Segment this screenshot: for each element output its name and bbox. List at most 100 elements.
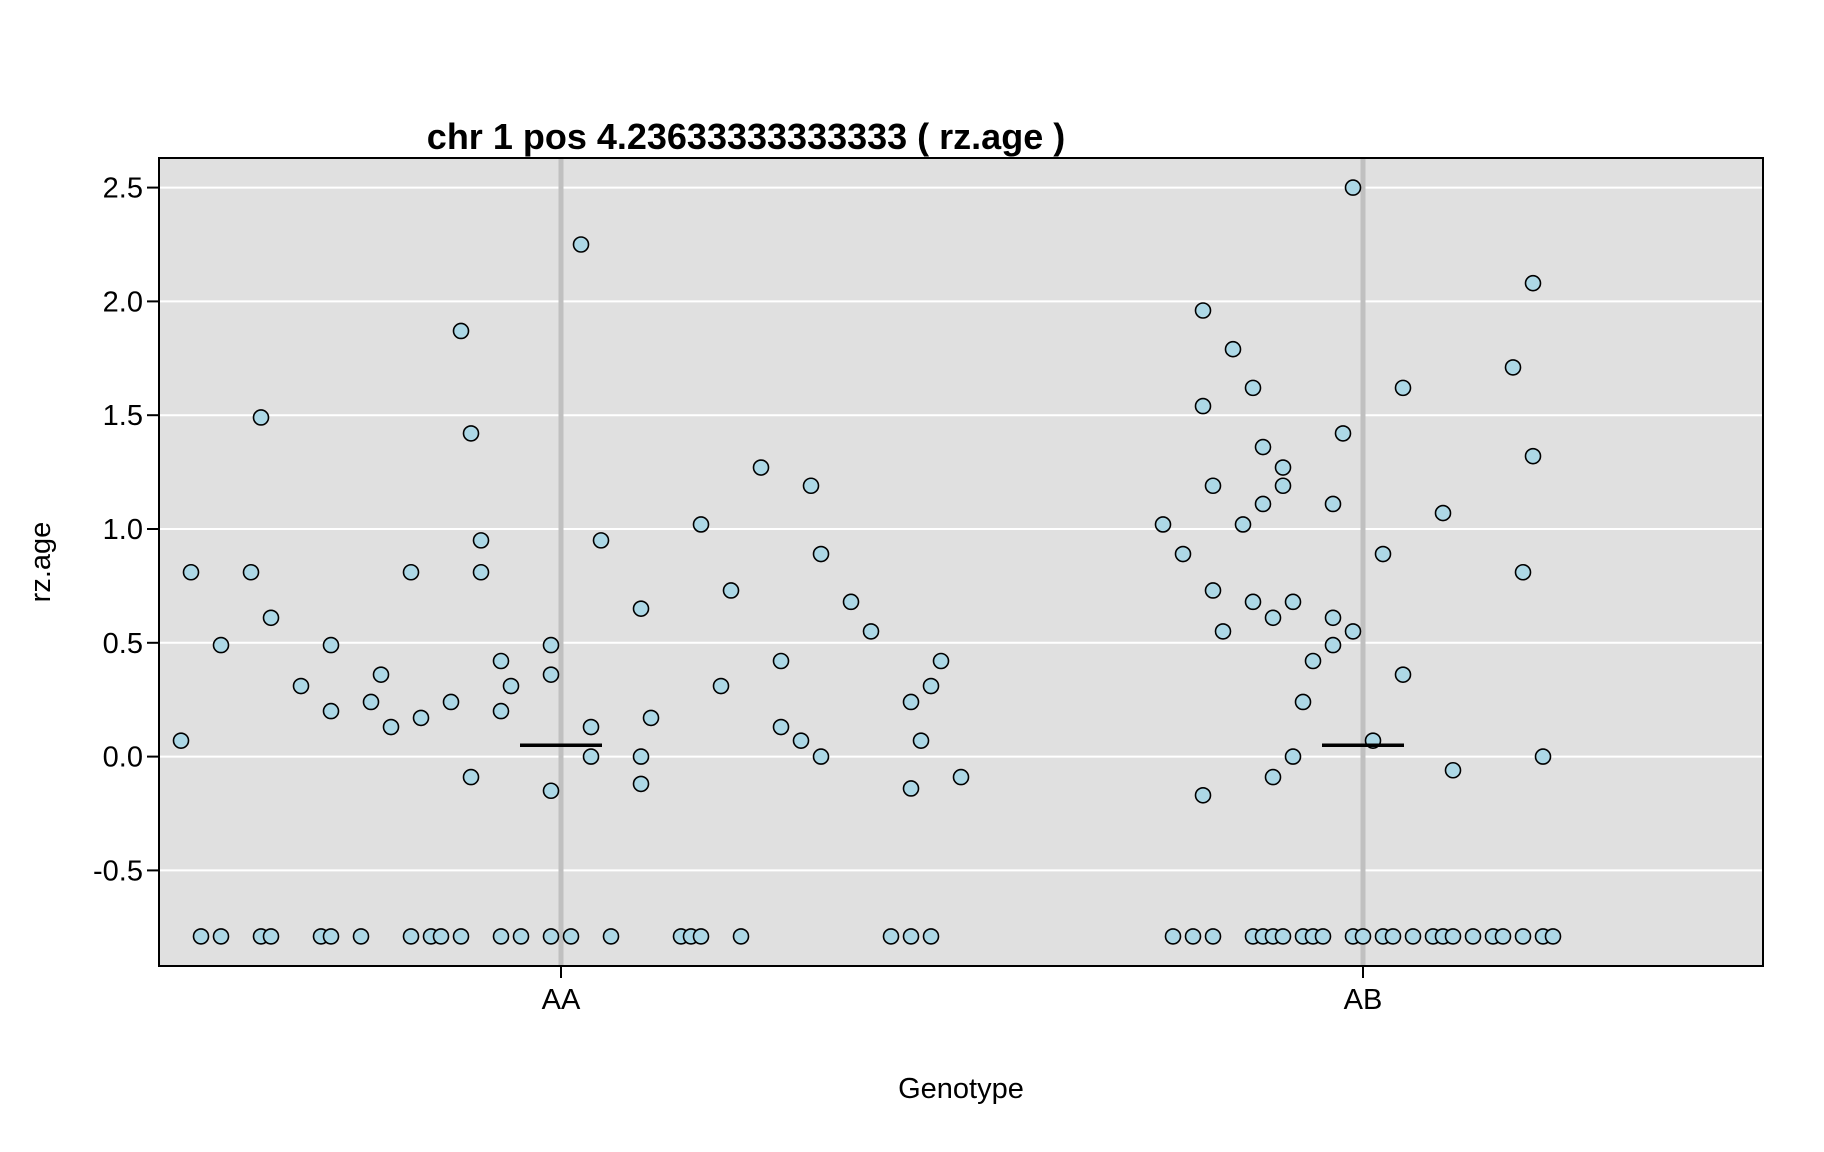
data-point-ab <box>1274 459 1292 476</box>
data-point-aa <box>932 652 950 670</box>
data-point-ab <box>1254 438 1272 456</box>
x-axis-label: Genotype <box>898 1073 1024 1105</box>
y-tick-label: 2.0 <box>103 286 143 318</box>
data-point-aa <box>402 928 420 945</box>
data-point-aa <box>432 928 450 945</box>
data-point-aa <box>322 928 340 945</box>
data-point-ab <box>1174 545 1192 563</box>
data-point-ab <box>1524 274 1542 292</box>
data-point-aa <box>212 928 230 945</box>
x-tick-label-aa: AA <box>542 984 581 1016</box>
data-point-aa <box>452 928 470 945</box>
gridlines <box>159 186 1763 872</box>
data-point-ab <box>1384 928 1402 945</box>
data-point-aa <box>882 928 900 945</box>
data-point-ab <box>1214 623 1232 640</box>
data-point-ab <box>1464 928 1482 945</box>
data-point-aa <box>502 677 520 695</box>
data-point-aa <box>922 677 940 695</box>
data-point-aa <box>802 477 820 495</box>
data-point-aa <box>322 702 340 720</box>
data-point-ab <box>1494 928 1512 945</box>
data-point-ab <box>1504 359 1522 376</box>
data-point-ab <box>1524 447 1542 465</box>
data-point-aa <box>462 425 480 442</box>
data-point-aa <box>592 532 610 549</box>
data-point-aa <box>252 409 270 426</box>
data-point-ab <box>1514 563 1532 581</box>
data-point-aa <box>772 718 790 736</box>
data-point-ab <box>1234 516 1252 533</box>
data-point-aa <box>212 636 230 654</box>
plot-border <box>158 157 1764 967</box>
data-point-aa <box>262 609 280 627</box>
data-point-aa <box>462 768 480 786</box>
chart-title: chr 1 pos 4.23633333333333 ( rz.age ) <box>427 116 1065 157</box>
data-point-ab <box>1204 582 1222 599</box>
data-point-aa <box>902 693 920 711</box>
data-point-ab <box>1184 928 1202 945</box>
data-point-aa <box>732 928 750 945</box>
data-point-ab <box>1284 748 1302 765</box>
data-point-aa <box>352 928 370 945</box>
data-point-aa <box>172 732 190 749</box>
data-point-ab <box>1324 636 1342 654</box>
data-point-aa <box>562 928 580 945</box>
data-point-aa <box>772 652 790 670</box>
x-tick-label-ab: AB <box>1344 984 1383 1016</box>
data-point-aa <box>542 928 560 945</box>
data-point-aa <box>902 780 920 797</box>
data-point-aa <box>292 677 310 695</box>
data-point-ab <box>1194 397 1212 415</box>
data-point-aa <box>952 768 970 786</box>
data-point-ab <box>1514 928 1532 945</box>
data-point-aa <box>642 709 660 727</box>
data-point-ab <box>1324 495 1342 513</box>
data-point-aa <box>362 693 380 711</box>
category-lines <box>558 158 1366 966</box>
data-point-aa <box>812 748 830 765</box>
data-point-ab <box>1244 593 1262 611</box>
data-point-aa <box>922 928 940 945</box>
data-point-aa <box>322 636 340 654</box>
data-point-ab <box>1244 379 1262 397</box>
data-point-aa <box>752 459 770 476</box>
data-point-aa <box>512 928 530 945</box>
y-tick-label: 1.0 <box>103 514 143 546</box>
data-point-ab <box>1444 761 1462 779</box>
data-point-aa <box>192 928 210 945</box>
data-point-ab <box>1164 928 1182 945</box>
data-point-aa <box>632 748 650 765</box>
data-point-ab <box>1224 340 1242 358</box>
data-point-ab <box>1264 609 1282 627</box>
data-point-aa <box>692 516 710 533</box>
data-point-ab <box>1274 477 1292 495</box>
data-point-aa <box>602 928 620 945</box>
data-point-ab <box>1394 379 1412 397</box>
data-point-ab <box>1394 666 1412 683</box>
data-point-aa <box>712 677 730 695</box>
data-point-ab <box>1544 928 1562 945</box>
y-tick-label: 1.5 <box>103 400 143 432</box>
x-axis-ticks: AA AB <box>542 966 1383 1016</box>
data-point-aa <box>632 775 650 793</box>
data-point-ab <box>1354 928 1372 945</box>
data-point-aa <box>542 636 560 654</box>
data-point-aa <box>182 563 200 581</box>
data-point-aa <box>862 623 880 640</box>
data-point-ab <box>1274 928 1292 945</box>
data-point-ab <box>1434 504 1452 522</box>
data-point-ab <box>1194 302 1212 319</box>
data-point-ab <box>1344 623 1362 640</box>
y-tick-label: 0.5 <box>103 628 143 660</box>
data-point-ab <box>1204 928 1222 945</box>
data-point-aa <box>582 748 600 765</box>
data-point-aa <box>492 928 510 945</box>
data-point-aa <box>402 563 420 581</box>
data-point-aa <box>472 532 490 549</box>
data-point-aa <box>472 563 490 581</box>
data-point-aa <box>372 666 390 683</box>
data-point-ab <box>1324 609 1342 627</box>
data-point-aa <box>842 593 860 611</box>
y-tick-label: 0.0 <box>103 742 143 774</box>
